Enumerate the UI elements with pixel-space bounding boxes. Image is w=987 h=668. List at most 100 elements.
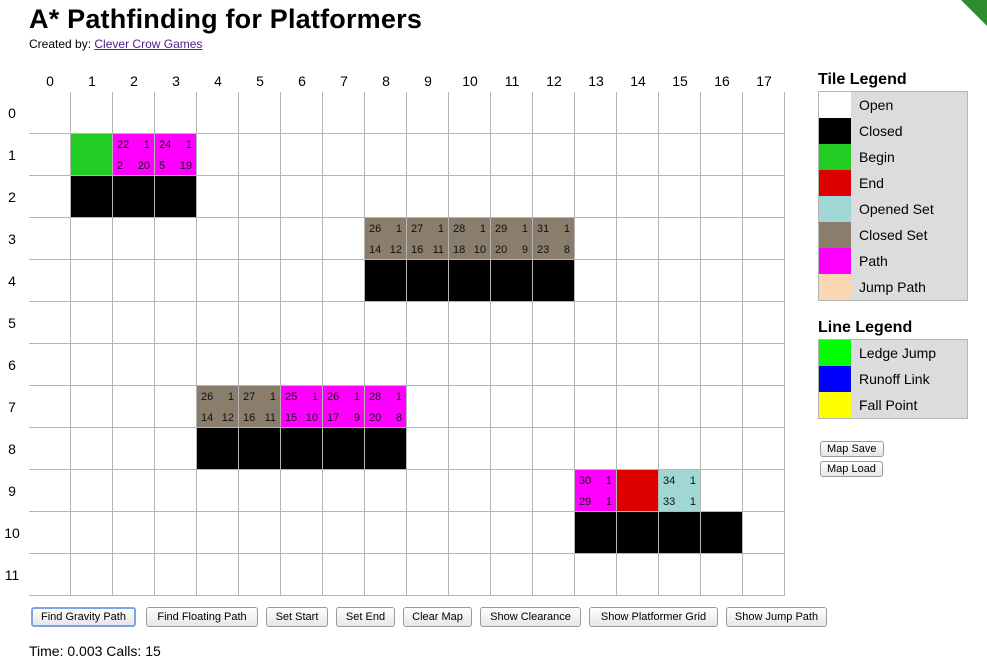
grid-cell[interactable] (155, 554, 197, 596)
grid-cell[interactable] (113, 218, 155, 260)
grid-cell-closed[interactable] (449, 260, 491, 302)
grid-cell[interactable] (281, 470, 323, 512)
grid-cell[interactable] (113, 302, 155, 344)
grid-cell[interactable] (29, 260, 71, 302)
grid-cell[interactable] (491, 134, 533, 176)
grid-cell[interactable] (659, 176, 701, 218)
grid-cell[interactable] (407, 176, 449, 218)
grid-cell[interactable] (491, 386, 533, 428)
grid-cell[interactable] (197, 260, 239, 302)
grid-cell[interactable] (113, 428, 155, 470)
grid-cell-closed[interactable] (407, 260, 449, 302)
grid-cell-path[interactable]: 22 1 2 20 (113, 134, 155, 176)
grid-cell-closed[interactable] (365, 260, 407, 302)
grid-cell[interactable] (575, 134, 617, 176)
grid-cell[interactable] (617, 302, 659, 344)
grid-cell[interactable] (239, 134, 281, 176)
grid-cell[interactable] (617, 176, 659, 218)
grid-cell[interactable] (533, 470, 575, 512)
grid-cell[interactable] (743, 344, 785, 386)
grid-cell[interactable] (617, 386, 659, 428)
grid-cell[interactable] (281, 554, 323, 596)
grid-cell[interactable] (575, 554, 617, 596)
grid-cell[interactable] (491, 344, 533, 386)
grid-cell[interactable] (743, 218, 785, 260)
grid-cell-closed[interactable] (701, 512, 743, 554)
grid-cell[interactable] (239, 218, 281, 260)
grid-cell[interactable] (197, 512, 239, 554)
grid-cell[interactable] (659, 554, 701, 596)
grid-cell[interactable] (743, 512, 785, 554)
grid-cell-closed[interactable] (71, 176, 113, 218)
grid-cell[interactable] (197, 176, 239, 218)
show-platformer-grid-button[interactable]: Show Platformer Grid (589, 607, 718, 627)
grid-cell[interactable] (281, 260, 323, 302)
grid-cell[interactable] (71, 554, 113, 596)
grid-cell[interactable] (575, 218, 617, 260)
grid-cell[interactable] (197, 92, 239, 134)
grid-cell-opened[interactable]: 34 1 33 1 (659, 470, 701, 512)
grid-cell[interactable] (239, 344, 281, 386)
grid-cell-closed[interactable] (155, 176, 197, 218)
grid-cell[interactable] (155, 470, 197, 512)
grid-cell[interactable] (491, 554, 533, 596)
grid-cell[interactable] (29, 554, 71, 596)
grid-cell[interactable] (449, 554, 491, 596)
grid-cell[interactable] (533, 92, 575, 134)
grid-cell[interactable] (323, 302, 365, 344)
grid-cell[interactable] (155, 218, 197, 260)
grid-cell[interactable] (197, 470, 239, 512)
grid-cell-closed[interactable] (323, 428, 365, 470)
grid-cell[interactable] (533, 428, 575, 470)
credit-link[interactable]: Clever Crow Games (94, 37, 203, 51)
grid-cell[interactable] (29, 470, 71, 512)
grid-cell[interactable] (701, 218, 743, 260)
grid-cell[interactable] (323, 218, 365, 260)
grid-cell[interactable] (155, 92, 197, 134)
grid-cell[interactable] (533, 512, 575, 554)
grid-cell[interactable] (407, 512, 449, 554)
grid-cell[interactable] (659, 428, 701, 470)
grid-cell[interactable] (617, 554, 659, 596)
grid-cell[interactable] (449, 512, 491, 554)
grid-cell[interactable] (617, 134, 659, 176)
grid-cell[interactable] (29, 344, 71, 386)
grid-cell[interactable] (743, 176, 785, 218)
grid-cell[interactable] (701, 176, 743, 218)
grid-cell[interactable] (113, 92, 155, 134)
grid-cell[interactable] (239, 554, 281, 596)
grid-cell[interactable] (575, 386, 617, 428)
grid-cell[interactable] (365, 470, 407, 512)
grid-cell[interactable] (575, 428, 617, 470)
grid-cell[interactable] (491, 302, 533, 344)
grid-cell[interactable] (323, 92, 365, 134)
tile-grid[interactable]: 22 1 2 20 24 1 5 19 26 1 14 12 27 1 16 11 28 1 18 10 29 1 20 9 3… (29, 92, 785, 596)
grid-cell[interactable] (155, 344, 197, 386)
grid-cell[interactable] (743, 470, 785, 512)
grid-cell[interactable] (323, 260, 365, 302)
grid-cell[interactable] (197, 134, 239, 176)
grid-cell[interactable] (71, 218, 113, 260)
grid-cell[interactable] (29, 386, 71, 428)
grid-cell[interactable] (155, 302, 197, 344)
grid-cell-closedset[interactable]: 31 1 23 8 (533, 218, 575, 260)
grid-cell[interactable] (533, 134, 575, 176)
grid-cell[interactable] (365, 554, 407, 596)
grid-cell[interactable] (701, 344, 743, 386)
find-gravity-path-button[interactable]: Find Gravity Path (31, 607, 136, 627)
grid-cell[interactable] (71, 92, 113, 134)
grid-cell[interactable] (323, 554, 365, 596)
grid-cell[interactable] (71, 470, 113, 512)
grid-cell[interactable] (743, 386, 785, 428)
grid-cell[interactable] (491, 470, 533, 512)
grid-cell-closedset[interactable]: 29 1 20 9 (491, 218, 533, 260)
grid-cell[interactable] (71, 386, 113, 428)
grid-cell[interactable] (659, 386, 701, 428)
grid-cell[interactable] (323, 470, 365, 512)
grid-cell[interactable] (533, 176, 575, 218)
grid-cell[interactable] (113, 554, 155, 596)
grid-cell[interactable] (659, 92, 701, 134)
grid-cell[interactable] (533, 302, 575, 344)
grid-cell[interactable] (71, 428, 113, 470)
grid-cell[interactable] (407, 554, 449, 596)
